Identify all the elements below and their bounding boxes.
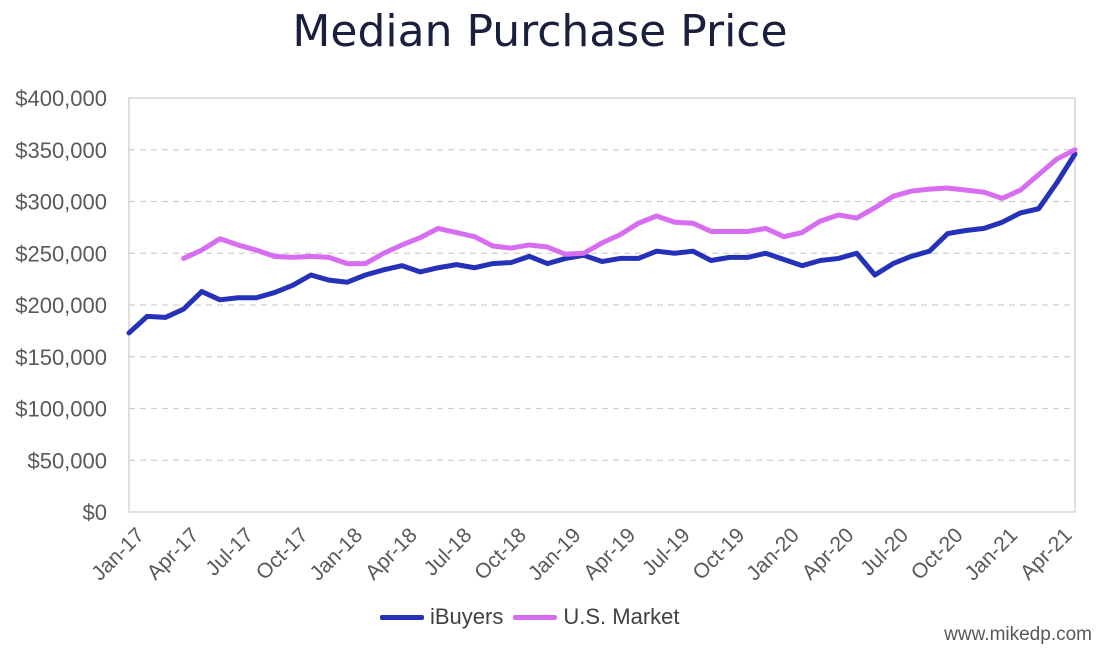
- x-tick-label: Apr-18: [361, 524, 422, 585]
- x-tick-label: Oct-18: [470, 524, 531, 585]
- series-line-ibuyers: [126, 151, 1078, 336]
- x-tick-label: Jan-20: [742, 524, 804, 586]
- y-tick-label: $300,000: [15, 190, 107, 215]
- y-tick-label: $250,000: [15, 241, 107, 266]
- x-tick-label: Apr-21: [1016, 524, 1077, 585]
- x-tick-label: Jul-19: [638, 524, 695, 581]
- x-tick-label: Apr-17: [143, 524, 204, 585]
- x-tick-label: Apr-20: [798, 524, 859, 585]
- x-tick-label: Jan-19: [524, 524, 586, 586]
- x-tick-label: Jan-21: [960, 524, 1022, 586]
- y-tick-label: $0: [83, 500, 107, 525]
- chart-title: Median Purchase Price: [292, 6, 788, 57]
- legend-swatch: [380, 614, 424, 620]
- x-tick-label: Jul-18: [420, 524, 477, 581]
- x-tick-label: Oct-20: [907, 524, 968, 585]
- series-line-u-s-market: [181, 147, 1078, 267]
- x-tick-label: Jul-20: [856, 524, 913, 581]
- legend: iBuyers U.S. Market: [380, 604, 690, 630]
- x-tick-label: Jan-18: [306, 524, 368, 586]
- x-tick-label: Oct-17: [252, 524, 313, 585]
- y-tick-label: $50,000: [27, 448, 107, 473]
- legend-label: iBuyers: [430, 604, 504, 629]
- legend-item-ibuyers: iBuyers: [380, 604, 503, 630]
- plot-area-border: [128, 97, 1076, 513]
- legend-label: U.S. Market: [563, 604, 680, 629]
- legend-item-u-s-market: U.S. Market: [513, 604, 680, 630]
- x-tick-label: Jan-17: [87, 524, 149, 586]
- watermark: www.mikedp.com: [944, 624, 1092, 645]
- x-tick-label: Apr-19: [579, 524, 640, 585]
- y-tick-label: $350,000: [15, 138, 107, 163]
- y-tick-label: $400,000: [15, 86, 107, 111]
- y-tick-label: $100,000: [15, 397, 107, 422]
- legend-swatch: [513, 614, 558, 620]
- x-tick-label: Jul-17: [201, 524, 258, 581]
- y-tick-label: $150,000: [15, 345, 107, 370]
- y-tick-label: $200,000: [15, 293, 107, 318]
- x-tick-label: Oct-19: [688, 524, 749, 585]
